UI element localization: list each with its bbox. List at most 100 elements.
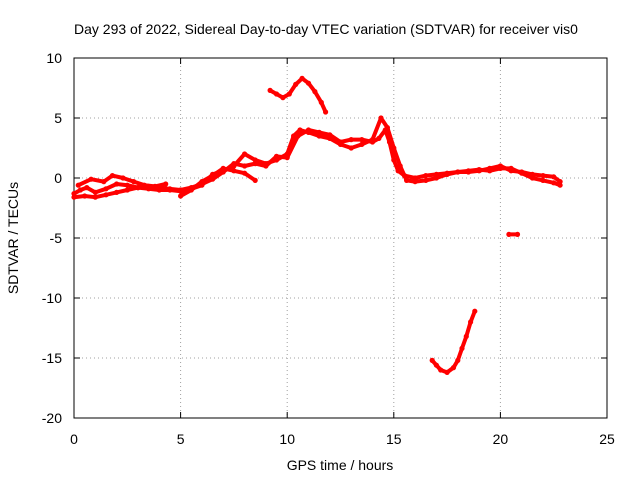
y-tick-label: 5 bbox=[54, 110, 62, 126]
y-tick-label: -10 bbox=[42, 290, 62, 306]
data-point bbox=[472, 308, 478, 314]
y-tick-label: -15 bbox=[42, 350, 62, 366]
series-line-arc-5 bbox=[268, 76, 328, 114]
data-point bbox=[75, 182, 81, 188]
x-tick-label: 15 bbox=[386, 431, 402, 447]
data-point bbox=[305, 129, 312, 135]
data-point bbox=[305, 80, 312, 86]
data-point bbox=[231, 168, 237, 174]
data-point bbox=[297, 127, 303, 133]
x-axis-label: GPS time / hours bbox=[287, 457, 394, 473]
y-tick-label: 0 bbox=[54, 170, 62, 186]
data-point bbox=[293, 81, 299, 87]
data-point bbox=[459, 345, 465, 351]
y-tick-label: -20 bbox=[42, 410, 62, 426]
data-point bbox=[101, 179, 107, 185]
data-point bbox=[506, 231, 512, 237]
data-point bbox=[178, 193, 184, 199]
data-point bbox=[252, 177, 258, 183]
data-series bbox=[71, 75, 563, 375]
data-point bbox=[71, 194, 77, 200]
grid bbox=[74, 58, 607, 418]
data-point bbox=[323, 109, 329, 115]
data-point bbox=[273, 91, 280, 97]
data-point bbox=[529, 175, 536, 181]
data-point bbox=[284, 151, 290, 157]
data-point bbox=[231, 163, 237, 169]
data-point bbox=[210, 173, 216, 179]
data-point bbox=[455, 169, 461, 175]
data-point bbox=[280, 95, 286, 101]
x-tick-label: 0 bbox=[70, 431, 78, 447]
data-point bbox=[557, 182, 563, 188]
data-point bbox=[120, 175, 126, 181]
data-point bbox=[348, 145, 354, 151]
data-point bbox=[465, 168, 471, 174]
plot-frame bbox=[73, 57, 608, 419]
data-point bbox=[412, 175, 418, 181]
data-point bbox=[508, 165, 514, 171]
x-tick-label: 10 bbox=[279, 431, 295, 447]
data-point bbox=[188, 187, 194, 193]
data-point bbox=[103, 186, 109, 192]
data-point bbox=[378, 115, 384, 121]
data-point bbox=[444, 171, 450, 177]
data-point bbox=[242, 151, 248, 157]
data-point bbox=[77, 187, 83, 193]
data-point bbox=[220, 165, 226, 171]
data-point bbox=[376, 135, 382, 141]
data-point bbox=[263, 161, 269, 167]
y-tick-label: 10 bbox=[46, 50, 62, 66]
data-point bbox=[397, 163, 403, 169]
data-point bbox=[82, 193, 88, 199]
data-point bbox=[404, 177, 410, 183]
x-tick-label: 20 bbox=[493, 431, 509, 447]
data-point bbox=[487, 168, 493, 174]
series-line-arc-6 bbox=[430, 309, 477, 375]
data-point bbox=[252, 157, 258, 163]
data-point bbox=[124, 187, 130, 193]
data-point bbox=[141, 182, 147, 188]
data-point bbox=[316, 133, 322, 139]
data-point bbox=[391, 157, 397, 163]
data-point bbox=[384, 125, 390, 131]
data-point bbox=[327, 135, 333, 141]
data-point bbox=[463, 333, 469, 339]
data-point bbox=[156, 187, 162, 193]
data-point bbox=[497, 165, 503, 171]
data-point bbox=[114, 181, 120, 187]
data-point bbox=[433, 362, 439, 368]
data-point bbox=[84, 185, 90, 191]
data-point bbox=[438, 367, 444, 373]
data-point bbox=[131, 179, 137, 185]
data-point bbox=[124, 182, 130, 188]
data-point bbox=[540, 177, 546, 183]
data-point bbox=[429, 357, 435, 363]
data-point bbox=[337, 141, 344, 147]
data-point bbox=[92, 189, 98, 195]
axis-ticks: 0 5 10 15 20 25 -20 -15 -10 -5 0 5 10 bbox=[42, 50, 615, 447]
data-point bbox=[359, 141, 365, 147]
data-point bbox=[519, 170, 525, 176]
data-point bbox=[348, 137, 354, 143]
data-point bbox=[540, 173, 546, 179]
data-point bbox=[135, 185, 141, 191]
data-point bbox=[163, 181, 169, 187]
data-point bbox=[391, 145, 397, 151]
data-point bbox=[109, 173, 115, 179]
data-point bbox=[514, 231, 521, 237]
data-point bbox=[423, 173, 429, 179]
chart-title: Day 293 of 2022, Sidereal Day-to-day VTE… bbox=[74, 21, 578, 37]
data-point bbox=[312, 89, 318, 95]
x-tick-label: 25 bbox=[599, 431, 615, 447]
data-point bbox=[92, 194, 98, 200]
data-point bbox=[551, 174, 557, 180]
data-point bbox=[412, 179, 418, 185]
data-point bbox=[71, 191, 77, 197]
data-point bbox=[551, 180, 557, 186]
x-tick-label: 5 bbox=[177, 431, 185, 447]
data-point bbox=[199, 179, 205, 185]
data-point bbox=[450, 365, 457, 371]
data-point bbox=[103, 192, 109, 198]
y-tick-label: -5 bbox=[50, 230, 63, 246]
